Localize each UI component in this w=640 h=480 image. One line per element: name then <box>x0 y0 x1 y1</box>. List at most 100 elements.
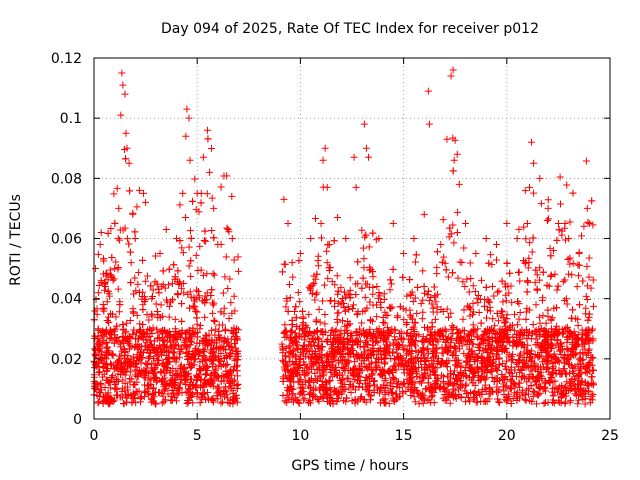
data-point <box>221 327 229 335</box>
data-point <box>587 373 595 381</box>
data-point <box>515 225 523 233</box>
data-point <box>557 200 565 208</box>
data-point <box>485 259 493 267</box>
data-point <box>313 334 321 342</box>
data-point <box>155 334 163 342</box>
data-point <box>299 314 307 322</box>
data-point <box>500 380 508 388</box>
data-point <box>476 376 484 384</box>
data-point <box>210 204 218 212</box>
data-point <box>367 316 375 324</box>
data-point <box>511 310 519 318</box>
data-point <box>584 218 592 226</box>
data-point <box>566 386 574 394</box>
data-point <box>552 354 560 362</box>
data-point <box>304 331 312 339</box>
data-point <box>299 345 307 353</box>
data-point <box>566 254 574 262</box>
data-point <box>478 354 486 362</box>
data-point <box>350 153 358 161</box>
data-point <box>346 320 354 328</box>
data-point <box>425 361 433 369</box>
data-point <box>514 298 522 306</box>
data-point <box>585 349 593 357</box>
data-point <box>533 400 541 408</box>
data-point <box>126 187 134 195</box>
data-point <box>178 317 186 325</box>
data-point <box>490 292 498 300</box>
data-point <box>322 389 330 397</box>
data-point <box>526 183 534 191</box>
data-point <box>97 379 105 387</box>
data-point <box>315 335 323 343</box>
data-point <box>192 307 200 315</box>
data-point <box>526 350 534 358</box>
data-point <box>381 335 389 343</box>
data-point <box>119 376 127 384</box>
data-point <box>189 351 197 359</box>
data-point <box>451 357 459 365</box>
data-point <box>179 189 187 197</box>
data-point <box>500 319 508 327</box>
data-point <box>104 229 112 237</box>
data-point <box>438 258 446 266</box>
data-point <box>535 352 543 360</box>
data-point <box>190 294 198 302</box>
data-point <box>419 267 427 275</box>
data-point <box>113 378 121 386</box>
data-point <box>522 235 530 243</box>
data-point <box>96 368 104 376</box>
data-point <box>147 348 155 356</box>
data-point <box>506 325 514 333</box>
data-point <box>199 348 207 356</box>
data-point <box>583 296 591 304</box>
data-point <box>419 296 427 304</box>
data-point <box>135 268 143 276</box>
data-point <box>325 376 333 384</box>
data-point <box>520 257 528 265</box>
data-point <box>425 396 433 404</box>
data-point <box>117 367 125 375</box>
data-point <box>168 377 176 385</box>
data-point <box>122 359 130 367</box>
data-point <box>107 225 115 233</box>
data-point <box>142 336 150 344</box>
data-point <box>520 348 528 356</box>
data-point <box>504 334 512 342</box>
data-point <box>503 259 511 267</box>
data-point <box>575 261 583 269</box>
data-point <box>123 235 131 243</box>
data-point <box>92 264 100 272</box>
data-point <box>132 342 140 350</box>
data-point <box>554 219 562 227</box>
data-point <box>455 359 463 367</box>
data-point <box>571 375 579 383</box>
data-point <box>186 227 194 235</box>
data-point <box>415 400 423 408</box>
data-point <box>480 302 488 310</box>
data-point <box>470 373 478 381</box>
data-point <box>140 381 148 389</box>
data-point <box>365 153 373 161</box>
data-point <box>117 111 125 119</box>
data-point <box>307 353 315 361</box>
data-point <box>400 316 408 324</box>
data-point <box>381 388 389 396</box>
data-point <box>480 374 488 382</box>
data-point <box>366 360 374 368</box>
data-point <box>91 364 99 372</box>
data-point <box>444 380 452 388</box>
data-point <box>385 389 393 397</box>
data-point <box>196 399 204 407</box>
data-point <box>340 288 348 296</box>
data-point <box>217 399 225 407</box>
data-point <box>203 270 211 278</box>
data-point <box>169 372 177 380</box>
data-point <box>196 325 204 333</box>
data-point <box>400 250 408 258</box>
data-point <box>589 221 597 229</box>
data-point <box>513 373 521 381</box>
data-point <box>233 347 241 355</box>
data-point <box>346 274 354 282</box>
data-point <box>547 325 555 333</box>
